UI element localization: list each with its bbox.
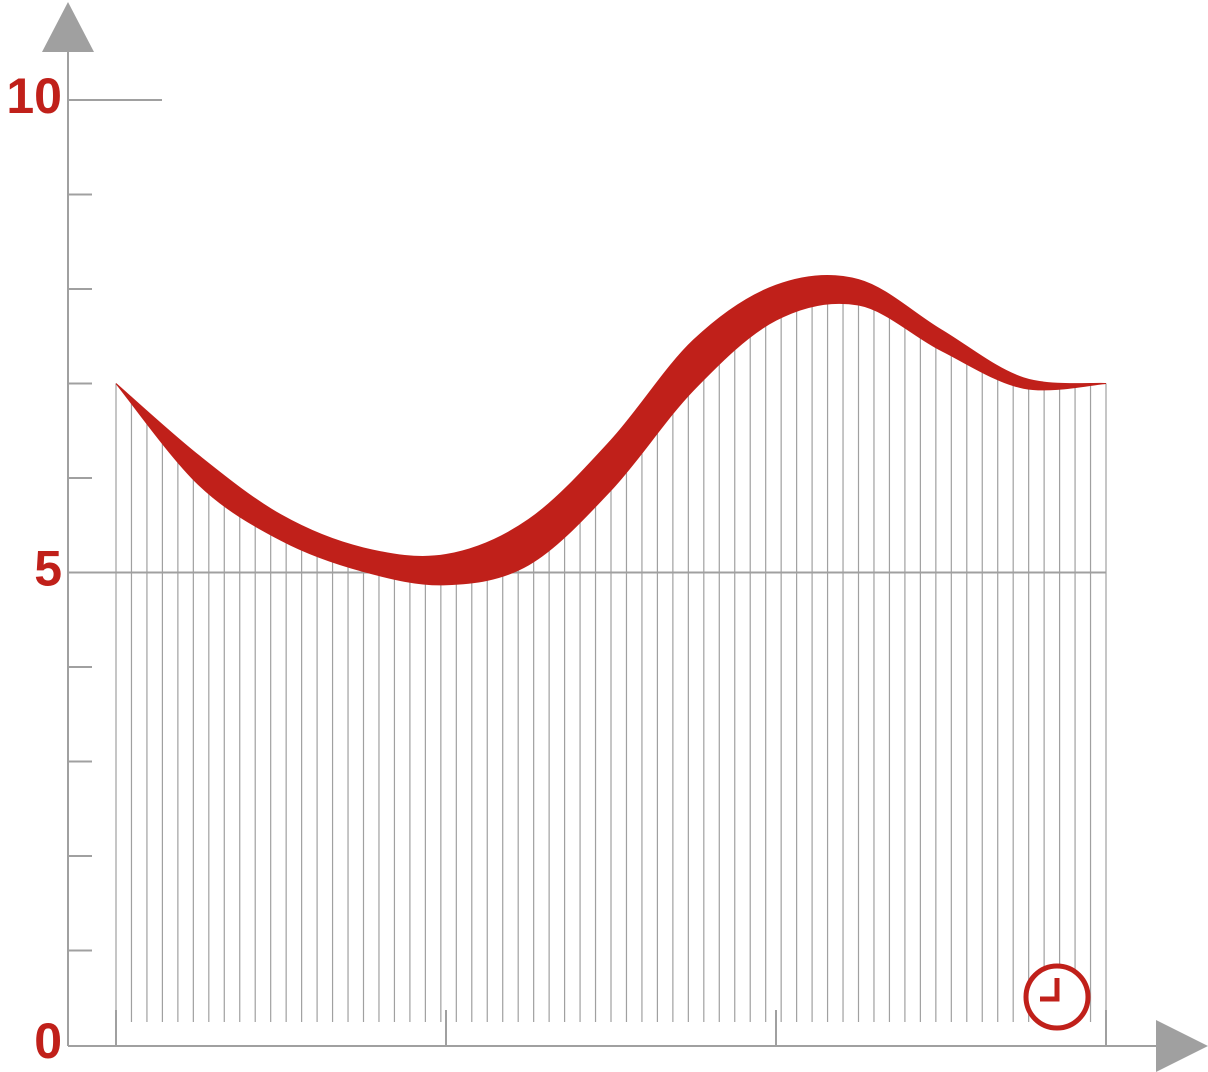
clock-hands bbox=[1040, 978, 1060, 1002]
band bbox=[115, 274, 1107, 586]
x-arrow bbox=[1156, 1020, 1208, 1072]
y-tick-label: 0 bbox=[34, 1013, 62, 1069]
y-tick-label: 5 bbox=[34, 541, 62, 597]
hatch bbox=[115, 303, 1107, 1022]
y-tick-label: 10 bbox=[6, 68, 62, 124]
y-arrow bbox=[42, 2, 94, 52]
clock-icon bbox=[1023, 963, 1091, 1031]
